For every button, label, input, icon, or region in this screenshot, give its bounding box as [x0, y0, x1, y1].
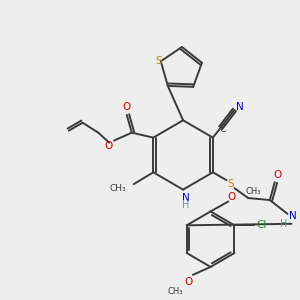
Text: Cl: Cl — [257, 220, 267, 230]
Text: S: S — [155, 56, 162, 66]
Text: O: O — [123, 102, 131, 112]
Text: O: O — [184, 277, 192, 287]
Text: S: S — [227, 179, 234, 189]
Text: H: H — [182, 200, 190, 211]
Text: N: N — [236, 102, 243, 112]
Text: O: O — [104, 140, 112, 151]
Text: O: O — [274, 170, 282, 180]
Text: N: N — [290, 211, 297, 221]
Text: CH₃: CH₃ — [246, 187, 262, 196]
Text: CH₃: CH₃ — [167, 287, 183, 296]
Text: O: O — [227, 192, 235, 202]
Text: N: N — [182, 193, 190, 202]
Text: H: H — [280, 219, 287, 229]
Text: C: C — [219, 124, 226, 134]
Text: CH₃: CH₃ — [109, 184, 126, 193]
